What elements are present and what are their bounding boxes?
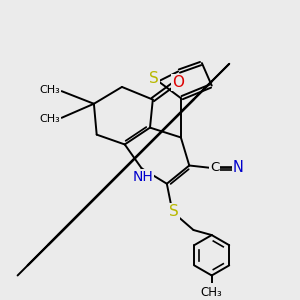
Text: N: N — [233, 160, 244, 175]
Text: CH₃: CH₃ — [201, 286, 223, 299]
Text: CH₃: CH₃ — [40, 85, 60, 95]
Text: S: S — [149, 71, 159, 86]
Text: NH: NH — [133, 170, 153, 184]
Text: O: O — [172, 75, 184, 90]
Text: CH₃: CH₃ — [40, 114, 60, 124]
Text: S: S — [169, 204, 179, 219]
Text: C: C — [210, 161, 219, 174]
